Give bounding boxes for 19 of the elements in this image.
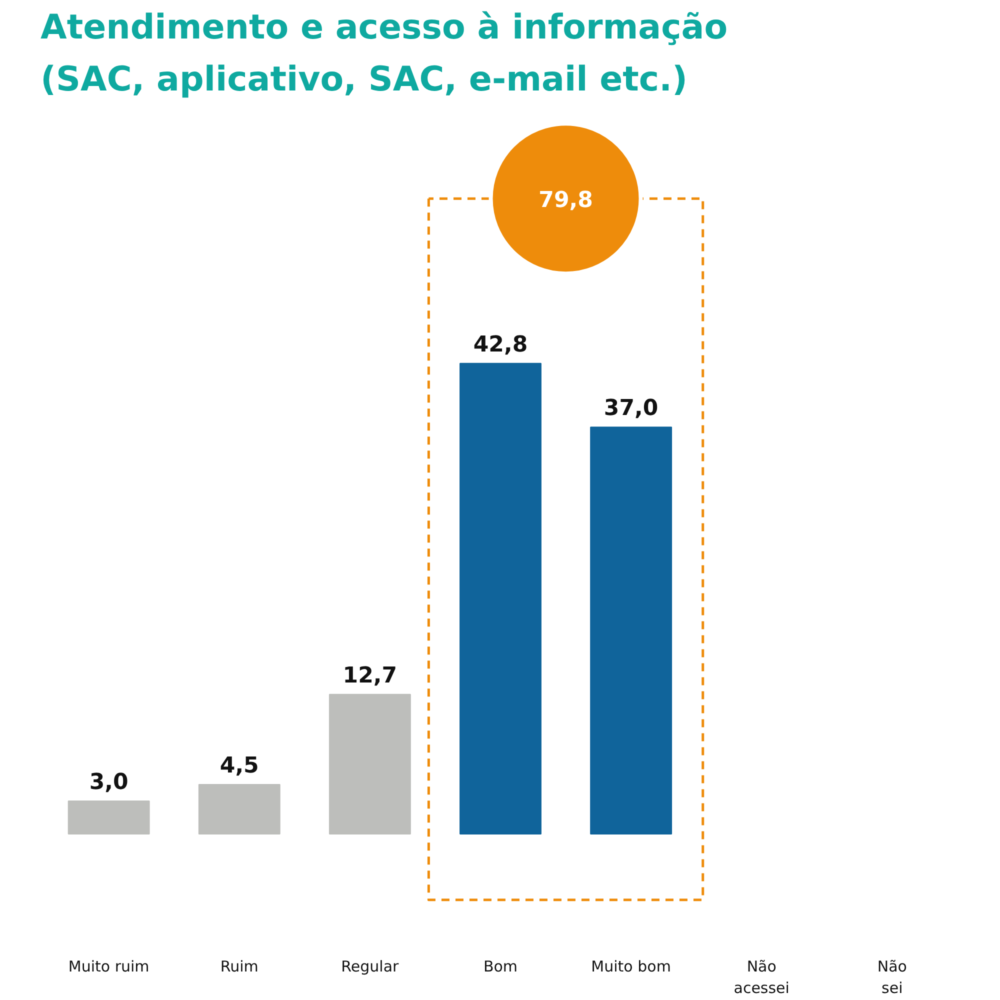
bar xyxy=(460,362,542,834)
x-tick-label: Ruim xyxy=(220,958,258,976)
data-label: 4,5 xyxy=(220,753,259,778)
bar xyxy=(328,694,411,834)
x-tick-label: Bom xyxy=(483,958,518,976)
bar xyxy=(590,426,672,834)
x-tick-label: Muito ruim xyxy=(68,958,150,976)
data-label: 42,8 xyxy=(473,332,528,358)
data-label: 37,0 xyxy=(604,396,658,422)
x-tick-label: Não sei xyxy=(877,958,907,998)
data-label: 12,7 xyxy=(342,663,398,688)
x-tick-label: Não acessei xyxy=(734,958,790,998)
chart-title: Atendimento e acesso à informação (SAC, aplicativo, SAC, e-mail etc.) xyxy=(40,8,728,100)
x-tick-label: Regular xyxy=(341,958,400,976)
data-label: 3,0 xyxy=(89,770,128,795)
bar xyxy=(198,784,280,834)
text: 79,8 xyxy=(538,188,593,214)
x-tick-label: Muito bom xyxy=(591,958,671,976)
bar xyxy=(68,800,150,834)
